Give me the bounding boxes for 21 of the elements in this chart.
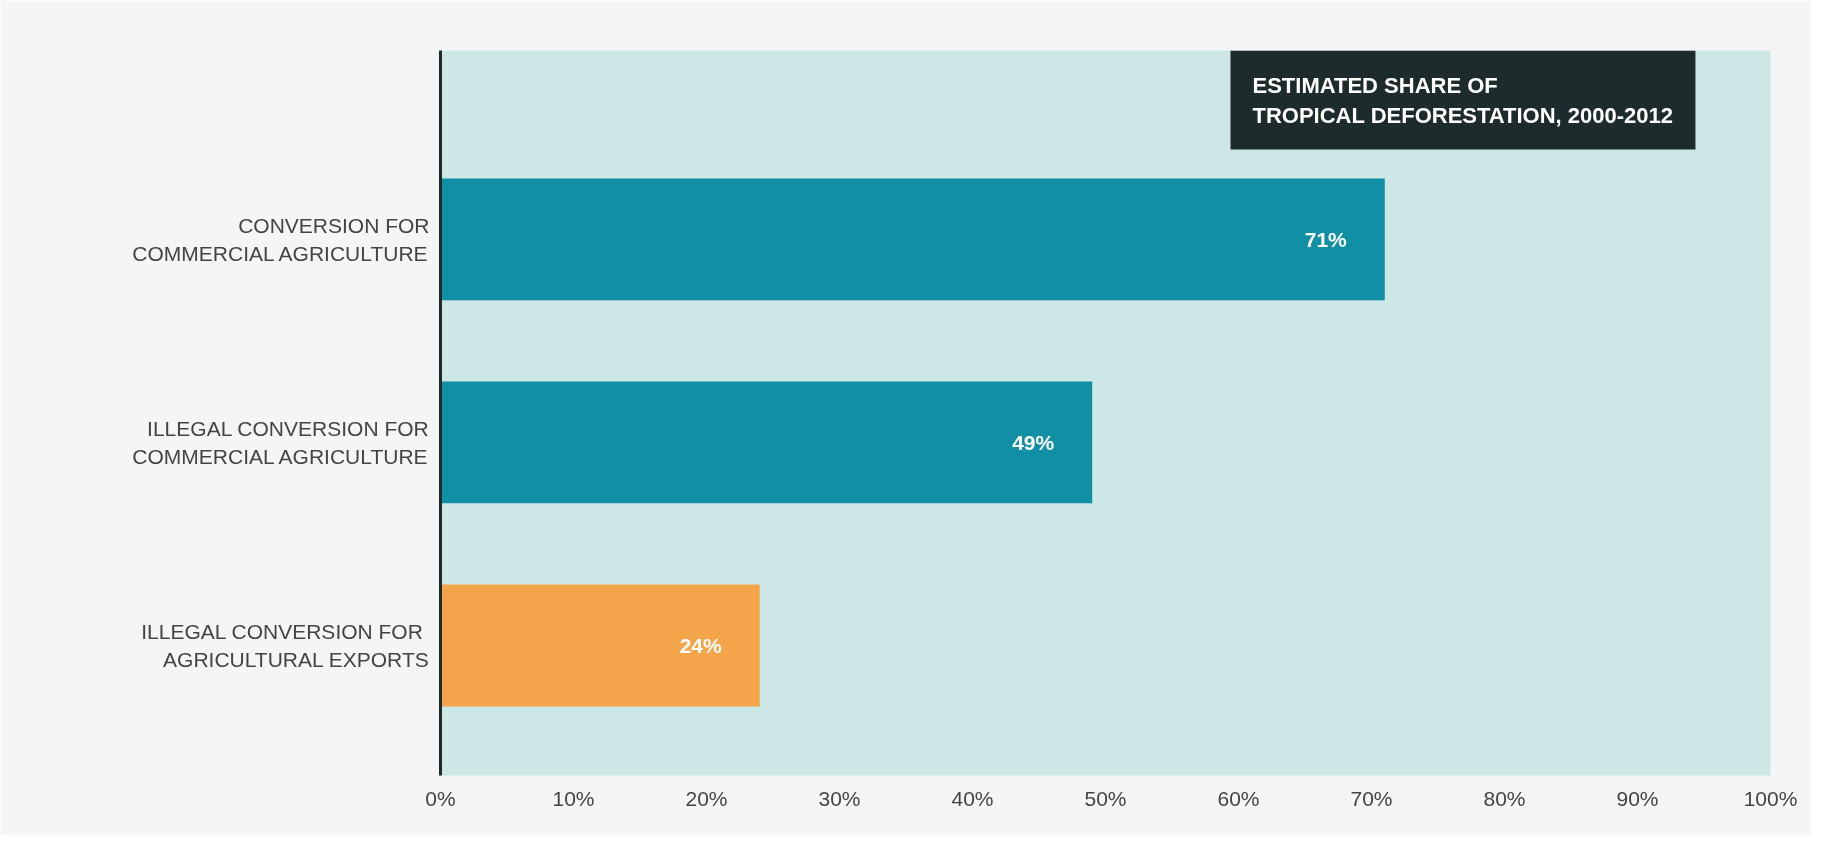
x-tick-label: 20%	[685, 786, 728, 810]
y-tick-label: ILLEGAL CONVERSION FOR AGRICULTURAL EXPORTS	[141, 620, 429, 671]
x-tick-label: 30%	[818, 786, 861, 810]
data-label: 24%	[679, 634, 723, 658]
x-tick-label: 100%	[1743, 786, 1798, 810]
data-label: 49%	[1012, 430, 1055, 454]
y-tick-label: CONVERSION FOR COMMERCIAL AGRICULTURE	[132, 214, 430, 265]
x-tick-label: 80%	[1483, 786, 1526, 810]
x-tick-label: 70%	[1350, 786, 1393, 810]
x-tick-label: 90%	[1616, 786, 1659, 810]
x-tick-label: 10%	[552, 786, 595, 810]
x-tick-label: 40%	[951, 786, 994, 810]
x-tick-label: 50%	[1084, 786, 1127, 810]
x-tick-label: 0%	[425, 786, 456, 810]
y-tick-label: ILLEGAL CONVERSION FOR COMMERCIAL AGRICULTURE	[132, 417, 429, 468]
data-label: 71%	[1304, 227, 1348, 251]
bar	[440, 178, 1385, 301]
text: ESTIMATED SHARE OF TROPICAL DEFORESTATION, 2000-2012	[1252, 72, 1674, 128]
x-tick-label: 60%	[1217, 786, 1260, 810]
bar	[440, 584, 760, 707]
bar	[440, 381, 1093, 504]
